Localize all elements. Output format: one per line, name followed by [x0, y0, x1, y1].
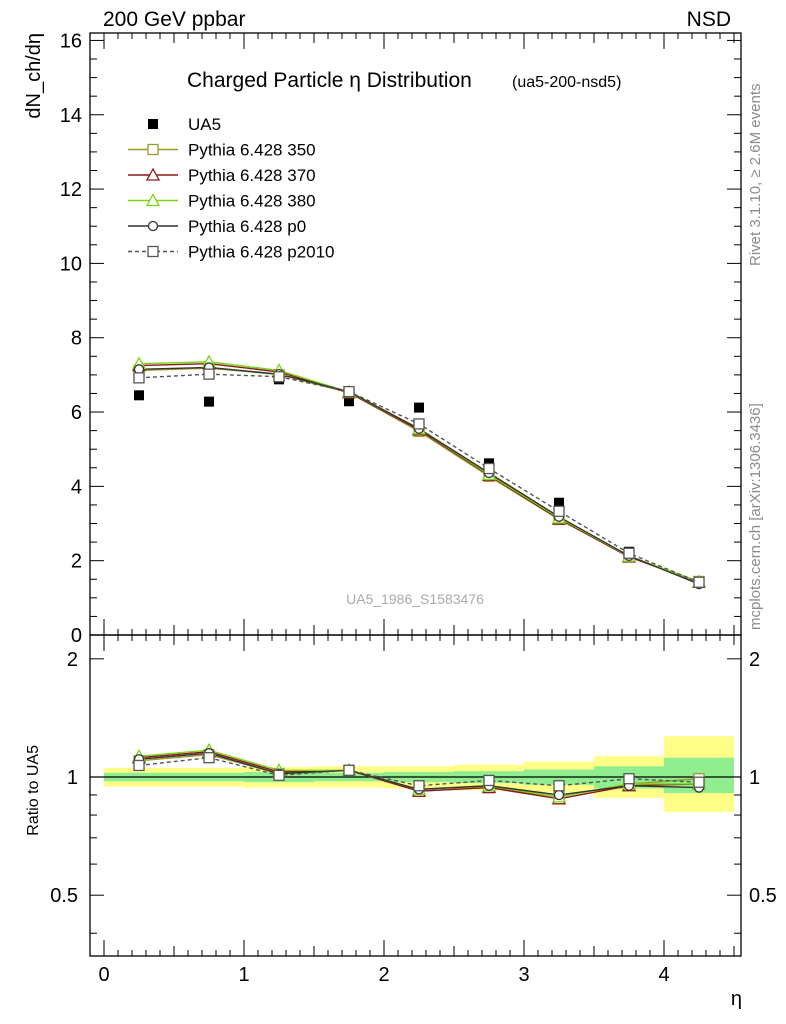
main-point-s5-7 [623, 547, 635, 559]
ratio-point-s3-6 [553, 789, 565, 801]
main-series-line-4 [138, 366, 700, 585]
mcplots-label: mcplots.cern.ch [arXiv:1306.3436] [747, 403, 764, 630]
legend-label-1: Pythia 6.428 350 [188, 141, 316, 160]
xtick-label: 1 [238, 964, 249, 986]
main-point-s5-8 [693, 576, 705, 588]
ratio-point-s4-2 [273, 769, 285, 781]
legend-label-5: Pythia 6.428 p2010 [188, 243, 335, 262]
legend-label-2: Pythia 6.428 370 [188, 166, 316, 185]
x-axis-label: η [731, 988, 742, 1010]
main-point-s5-5 [483, 462, 495, 475]
ratio-point-s4-6 [553, 780, 565, 792]
ratio-plot-frame [89, 634, 742, 957]
ratio-point-s4-4 [413, 780, 425, 792]
xtick-label: 0 [98, 964, 109, 986]
main-point-s5-6 [553, 505, 565, 517]
main-ytick-label: 2 [71, 551, 82, 573]
main-ytick-label: 14 [60, 105, 82, 127]
xtick-label: 3 [518, 964, 529, 986]
chart-subtitle: (ua5-200-nsd5) [512, 74, 621, 91]
legend-label-4: Pythia 6.428 p0 [188, 217, 306, 236]
header-left-label: 200 GeV ppbar [103, 8, 246, 31]
legend-label-0: UA5 [188, 115, 221, 134]
xtick-label: 4 [658, 964, 669, 986]
main-ytick-label: 12 [60, 179, 82, 201]
chart-title: Charged Particle η Distribution [187, 69, 472, 92]
ratio-point-s4-0 [133, 759, 145, 772]
ratio-ytick-label-left: 1 [67, 767, 78, 789]
main-point-s0-1 [204, 396, 214, 407]
legend-label-3: Pythia 6.428 380 [188, 192, 316, 211]
main-point-s5-2 [273, 371, 285, 383]
main-point-s0-3 [344, 396, 354, 407]
ratio-point-s4-1 [203, 752, 215, 764]
rivet-version-label: Rivet 3.1.10, ≥ 2.6M events [747, 84, 764, 267]
main-ytick-label: 8 [71, 328, 82, 350]
legend: UA5 Pythia 6.428 350 Pythia 6.428 370 Pythi… [128, 115, 335, 262]
legend-marker-4 [147, 220, 159, 232]
ratio-ytick-label-right: 1 [749, 767, 760, 789]
main-point-s0-0 [134, 390, 144, 401]
watermark-label: UA5_1986_S1583476 [346, 591, 484, 607]
main-point-s0-4 [414, 402, 424, 413]
legend-marker-2 [145, 167, 161, 181]
ratio-series-line-4 [138, 756, 700, 787]
y-axis-label-ratio: Ratio to UA5 [25, 745, 42, 836]
main-series-line-3 [138, 361, 700, 583]
plot-frames [89, 32, 742, 957]
ratio-ytick-label-left: 2 [67, 649, 78, 671]
y-axis-label-main: dN_ch/dη [23, 33, 45, 119]
main-ytick-label: 6 [71, 402, 82, 424]
main-point-s5-0 [133, 372, 145, 384]
main-point-s5-3 [343, 385, 355, 398]
header-right-label: NSD [686, 8, 731, 31]
xtick-label: 2 [378, 964, 389, 986]
ratio-point-s4-8 [693, 776, 705, 788]
main-ytick-label: 0 [71, 625, 82, 647]
legend-marker-0 [148, 119, 158, 129]
axis-ticks [90, 33, 741, 956]
ratio-ytick-label-right: 0.5 [749, 885, 777, 907]
series-markers [131, 354, 707, 805]
main-point-s5-4 [413, 418, 425, 430]
main-point-s0-6 [554, 497, 564, 508]
main-ytick-label: 16 [60, 30, 82, 52]
ratio-point-s4-5 [483, 774, 495, 787]
ratio-point-s4-3 [343, 764, 355, 776]
ratio-ytick-label-left: 0.5 [50, 885, 78, 907]
ratio-uncertainty-bands [90, 736, 741, 812]
legend-marker-3 [145, 193, 161, 207]
main-ytick-label: 4 [71, 476, 82, 498]
ratio-ytick-label-right: 2 [749, 649, 760, 671]
ratio-point-s4-7 [623, 773, 635, 785]
legend-marker-1 [147, 143, 159, 156]
legend-marker-5 [147, 245, 159, 258]
main-series-line-2 [138, 363, 700, 583]
main-ytick-label: 10 [60, 253, 82, 275]
main-point-s5-1 [203, 368, 215, 380]
